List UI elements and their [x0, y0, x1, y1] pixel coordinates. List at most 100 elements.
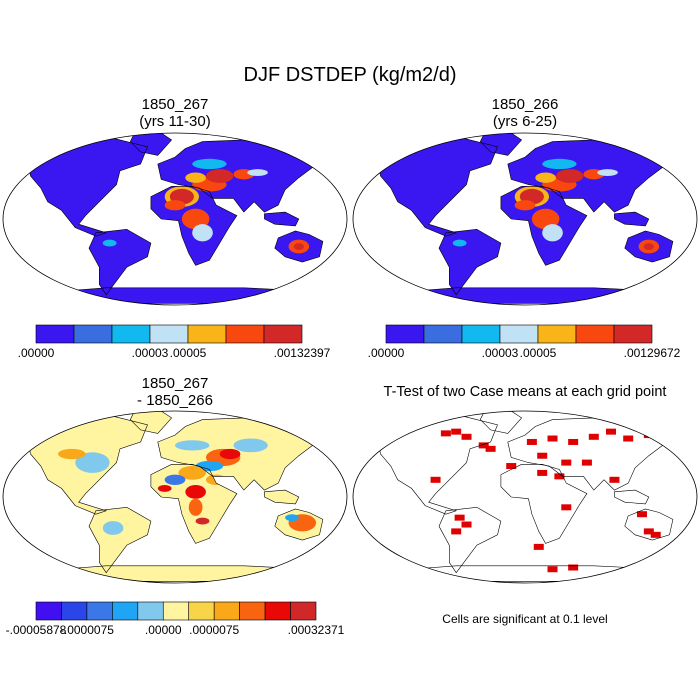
panel-1-title-line1: 1850_267 — [141, 96, 209, 113]
coastline — [129, 133, 173, 156]
value-region — [175, 440, 210, 451]
significant-cell — [461, 433, 472, 440]
coastline — [150, 186, 238, 266]
colorbar-label: -.0000075 — [60, 623, 114, 637]
value-region — [643, 243, 655, 250]
significant-cell — [547, 566, 558, 573]
colorbar-box — [263, 324, 303, 344]
significant-cell — [623, 435, 634, 442]
colorbar-box — [537, 324, 577, 344]
colorbar-box — [61, 601, 88, 621]
value-region — [452, 239, 467, 247]
land-antarctica — [20, 565, 334, 582]
coastline — [274, 230, 324, 263]
coastline — [479, 411, 523, 434]
land-antarctica — [370, 565, 684, 582]
colorbar-box — [149, 324, 189, 344]
panel-3-title-line1: 1850_267 — [141, 375, 209, 392]
significant-cell — [451, 428, 462, 435]
colorbar-3: -.00005878-.0000075 .00000 .0000075 .000323… — [6, 601, 345, 637]
map-border — [2, 410, 348, 584]
map-border — [2, 132, 348, 306]
value-region — [185, 484, 206, 499]
coastline — [16, 414, 148, 515]
value-region — [157, 484, 172, 492]
land-indonesia — [614, 212, 649, 226]
significant-cell — [506, 463, 517, 470]
panel-2-title: 1850_266 (yrs 6-25) — [425, 96, 625, 130]
coastline — [157, 417, 327, 491]
panel-1-title-line2: (yrs 11-30) — [139, 113, 211, 130]
coastline — [88, 506, 152, 574]
significant-cell — [485, 445, 496, 452]
colorbar-box — [73, 324, 113, 344]
value-region — [535, 172, 556, 183]
value-region — [188, 498, 203, 516]
panel-2-title-line1: 1850_266 — [491, 96, 559, 113]
panel-3-title: 1850_267 - 1850_266 — [75, 375, 275, 409]
colorbar-2: .00000 .00003.00005 .00129672 — [368, 324, 681, 360]
land-antarctica — [370, 287, 684, 304]
colorbar-label: .00132397 — [274, 346, 331, 360]
colorbar-label: .00032371 — [288, 623, 345, 637]
land-south-america — [439, 229, 501, 295]
coastline — [274, 508, 324, 541]
map-border — [352, 410, 698, 584]
coastline — [614, 211, 650, 227]
colorbar-label: .0000075 — [189, 623, 239, 637]
colorbar-box — [187, 324, 227, 344]
land-indonesia — [264, 490, 299, 504]
land-indonesia — [614, 490, 649, 504]
significant-cell — [568, 564, 579, 571]
coastline — [366, 136, 498, 237]
colorbar-box — [499, 324, 539, 344]
colorbar-1: .00000 .00003.00005 .00132397 — [18, 324, 331, 360]
value-region — [192, 224, 213, 242]
colorbar-box — [35, 601, 62, 621]
significant-cell — [440, 430, 451, 437]
significant-cell — [454, 514, 465, 521]
coastline — [157, 139, 327, 213]
colorbar-box — [111, 324, 151, 344]
coastline — [479, 133, 523, 156]
coastline — [366, 414, 498, 515]
land-north-america — [366, 136, 498, 237]
significant-cell — [526, 438, 537, 445]
coastline — [500, 464, 588, 544]
land-north-america — [16, 136, 148, 237]
value-region — [58, 448, 86, 460]
value-region — [247, 169, 268, 176]
significant-cell — [588, 433, 599, 440]
land-greenland — [130, 133, 172, 156]
colorbar-label: .00000 — [145, 623, 182, 637]
colorbar-box — [423, 324, 463, 344]
panel-2-title-line2: (yrs 6-25) — [492, 113, 558, 130]
value-region — [185, 172, 206, 183]
significant-cell — [430, 476, 441, 483]
coastline — [507, 417, 677, 491]
colorbar-box — [137, 601, 164, 621]
value-region — [192, 158, 227, 170]
value-region — [102, 521, 124, 535]
panel-1-title: 1850_267 (yrs 11-30) — [75, 96, 275, 130]
colorbar-box — [575, 324, 615, 344]
map-panel-1 — [2, 132, 348, 306]
value-region — [102, 239, 117, 247]
land-south-america — [89, 229, 151, 295]
significant-cell — [533, 543, 544, 550]
colorbar-box — [86, 601, 113, 621]
colorbar-label: .00003 — [132, 346, 169, 360]
coastline — [438, 228, 502, 296]
significant-cell — [537, 452, 548, 459]
colorbar-box — [225, 324, 265, 344]
land-eurasia — [157, 417, 327, 491]
coastline — [16, 136, 148, 237]
land-indonesia — [264, 212, 299, 226]
map-panel-2 — [352, 132, 698, 306]
colorbar-box — [35, 324, 75, 344]
land-south-america — [439, 507, 501, 573]
colorbar-box — [213, 601, 240, 621]
value-region — [164, 474, 186, 485]
value-region — [514, 200, 536, 211]
